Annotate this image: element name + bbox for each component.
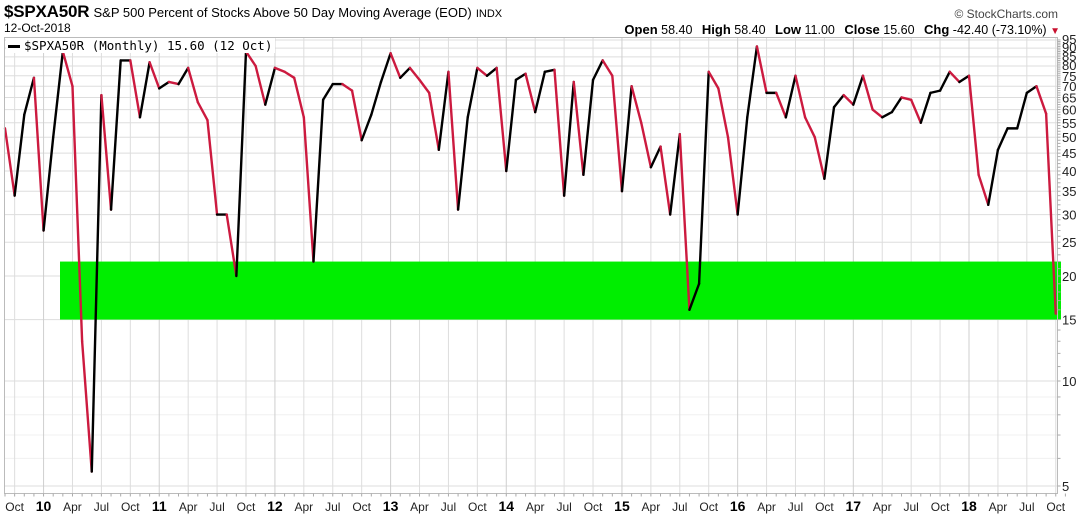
y-tick-label: 15 <box>1062 313 1076 328</box>
x-tick-label: Jul <box>556 500 571 514</box>
chart-date: 12-Oct-2018 <box>4 21 71 35</box>
legend: $SPXA50R (Monthly) 15.60 (12 Oct) <box>6 38 276 53</box>
open-value: 58.40 <box>661 23 693 37</box>
y-tick-label: 70 <box>1062 79 1076 94</box>
chg-label: Chg <box>924 22 950 37</box>
close-label: Close <box>844 22 880 37</box>
close-value: 15.60 <box>883 23 915 37</box>
y-tick-label: 85 <box>1062 49 1076 64</box>
x-tick-label: 18 <box>961 498 977 514</box>
y-tick-label: 80 <box>1062 58 1076 73</box>
brand-watermark: © StockCharts.com <box>954 7 1058 21</box>
high-value: 58.40 <box>734 23 766 37</box>
chart-title: $SPXA50R S&P 500 Percent of Stocks Above… <box>4 2 502 22</box>
x-tick-label: Apr <box>410 500 429 514</box>
x-tick-label: Jul <box>672 500 687 514</box>
y-tick-label: 90 <box>1062 40 1076 55</box>
x-tick-label: 15 <box>614 498 630 514</box>
x-tick-label: Jul <box>325 500 340 514</box>
x-tick-label: Apr <box>873 500 892 514</box>
x-tick-label: 10 <box>36 498 52 514</box>
legend-swatch <box>8 45 20 48</box>
x-tick-label: Oct <box>699 500 718 514</box>
y-tick-label: 45 <box>1062 146 1076 161</box>
y-tick-label: 10 <box>1062 374 1076 389</box>
x-tick-label: Oct <box>352 500 371 514</box>
x-tick-label: 17 <box>846 498 862 514</box>
highlight-band <box>60 261 1061 320</box>
y-tick-label: 50 <box>1062 130 1076 145</box>
data-line <box>3 45 1057 473</box>
x-tick-label: Oct <box>1046 500 1065 514</box>
open-label: Open <box>624 22 658 37</box>
y-tick-label: 35 <box>1062 184 1076 199</box>
x-tick-label: Oct <box>815 500 834 514</box>
x-axis: Oct 10 Apr Jul Oct 11 Apr Jul Oct 12 Apr Jul Oct 13 Ap… <box>4 493 1066 514</box>
x-tick-label: Apr <box>63 500 82 514</box>
x-tick-label: Apr <box>179 500 198 514</box>
low-value: 11.00 <box>804 23 835 37</box>
x-tick-label: Jul <box>94 500 109 514</box>
y-tick-label: 25 <box>1062 235 1076 250</box>
x-tick-label: Jul <box>788 500 803 514</box>
y-tick-label: 30 <box>1062 208 1076 223</box>
ohlc-summary: Open 58.40 High 58.40 Low 11.00 Close 15… <box>624 22 1060 37</box>
x-tick-label: Oct <box>584 500 603 514</box>
symbol: $SPXA50R <box>4 2 90 21</box>
x-tick-label: 13 <box>383 498 399 514</box>
x-tick-label: Apr <box>294 500 313 514</box>
x-tick-label: Oct <box>468 500 487 514</box>
x-tick-label: Jul <box>903 500 918 514</box>
low-label: Low <box>775 22 802 37</box>
x-tick-label: 16 <box>730 498 746 514</box>
high-label: High <box>701 22 731 37</box>
x-tick-label: Apr <box>526 500 545 514</box>
x-tick-label: Apr <box>989 500 1008 514</box>
x-tick-label: Apr <box>757 500 776 514</box>
y-tick-label: 95 <box>1062 32 1076 47</box>
chg-value: -42.40 (-73.10%) <box>952 23 1047 37</box>
y-tick-label: 65 <box>1062 90 1076 105</box>
x-tick-label: Oct <box>121 500 140 514</box>
x-tick-label: Oct <box>931 500 950 514</box>
x-tick-label: 14 <box>498 498 514 514</box>
y-tick-label: 20 <box>1062 269 1076 284</box>
y-tick-label: 55 <box>1062 116 1076 131</box>
down-triangle-icon: ▼ <box>1050 26 1060 37</box>
x-tick-label: 12 <box>267 498 283 514</box>
x-tick-label: Jul <box>441 500 456 514</box>
x-tick-label: Oct <box>5 500 24 514</box>
y-tick-label: 60 <box>1062 103 1076 118</box>
x-tick-label: Jul <box>209 500 224 514</box>
symbol-description: S&P 500 Percent of Stocks Above 50 Day M… <box>93 5 472 20</box>
x-tick-label: Apr <box>642 500 661 514</box>
x-tick-label: Jul <box>1019 500 1034 514</box>
exchange: INDX <box>475 8 503 20</box>
x-tick-label: 11 <box>152 498 167 514</box>
plot-frame <box>4 37 1058 494</box>
y-tick-label: 75 <box>1062 69 1076 84</box>
y-tick-label: 5 <box>1062 479 1069 494</box>
y-tick-label: 40 <box>1062 164 1076 179</box>
legend-label: $SPXA50R (Monthly) 15.60 (12 Oct) <box>24 38 273 53</box>
x-tick-label: Oct <box>237 500 256 514</box>
